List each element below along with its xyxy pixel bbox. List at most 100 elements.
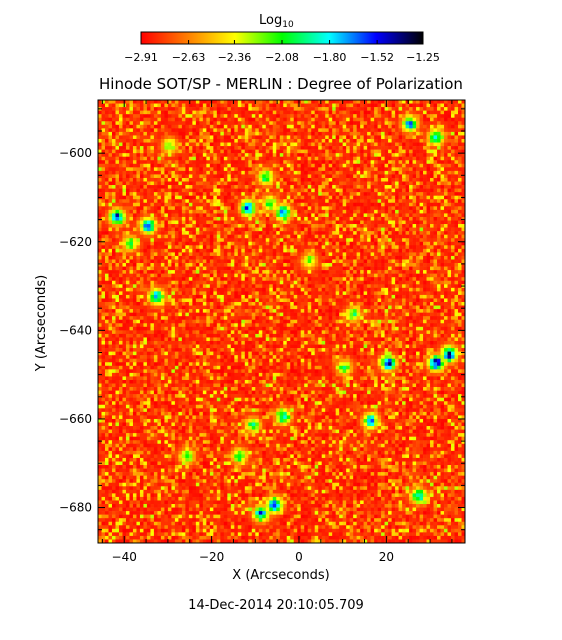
heatmap-cell bbox=[269, 206, 274, 211]
heatmap-cell bbox=[356, 114, 361, 119]
heatmap-cell bbox=[395, 188, 399, 193]
heatmap-cell bbox=[381, 149, 385, 154]
heatmap-cell bbox=[398, 195, 403, 200]
heatmap-cell bbox=[125, 216, 130, 221]
heatmap-cell bbox=[98, 103, 102, 108]
heatmap-cell bbox=[356, 174, 361, 179]
heatmap-cell bbox=[181, 266, 186, 271]
heatmap-cell bbox=[346, 227, 350, 232]
heatmap-cell bbox=[272, 160, 277, 165]
heatmap-cell bbox=[255, 209, 260, 214]
heatmap-cell bbox=[209, 138, 214, 143]
heatmap-cell bbox=[437, 259, 441, 264]
heatmap-cell bbox=[192, 103, 197, 108]
heatmap-cell bbox=[181, 114, 186, 119]
heatmap-cell bbox=[125, 146, 130, 150]
heatmap-cell bbox=[454, 107, 459, 111]
heatmap-cell bbox=[115, 206, 120, 211]
heatmap-cell bbox=[115, 142, 120, 147]
heatmap-cell bbox=[363, 216, 368, 221]
heatmap-cell bbox=[150, 238, 155, 243]
heatmap-cell bbox=[290, 153, 295, 157]
heatmap-cell bbox=[402, 110, 406, 115]
heatmap-cell bbox=[258, 170, 263, 175]
heatmap-cell bbox=[125, 149, 130, 154]
heatmap-cell bbox=[304, 192, 309, 196]
heatmap-cell bbox=[104, 103, 109, 108]
heatmap-cell bbox=[300, 238, 305, 243]
heatmap-cell bbox=[157, 121, 162, 126]
heatmap-cell bbox=[101, 231, 106, 235]
heatmap-cell bbox=[160, 238, 165, 243]
heatmap-cell bbox=[265, 248, 270, 253]
heatmap-cell bbox=[433, 248, 438, 253]
heatmap-cell bbox=[115, 227, 120, 232]
heatmap-cell bbox=[458, 114, 462, 119]
heatmap-cell bbox=[325, 121, 329, 126]
heatmap-cell bbox=[269, 103, 274, 108]
heatmap-cell bbox=[374, 185, 378, 189]
heatmap-cell bbox=[360, 121, 364, 126]
heatmap-cell bbox=[388, 114, 392, 119]
heatmap-cell bbox=[419, 174, 424, 179]
heatmap-cell bbox=[402, 224, 406, 228]
heatmap-cell bbox=[409, 216, 413, 221]
heatmap-cell bbox=[437, 238, 441, 243]
heatmap-cell bbox=[220, 146, 225, 150]
heatmap-cell bbox=[255, 216, 260, 221]
heatmap-cell bbox=[321, 146, 326, 150]
heatmap-cell bbox=[122, 241, 127, 246]
heatmap-cell bbox=[108, 124, 113, 129]
heatmap-cell bbox=[367, 163, 371, 168]
heatmap-cell bbox=[227, 146, 232, 150]
heatmap-cell bbox=[419, 213, 424, 218]
heatmap-cell bbox=[171, 255, 176, 260]
heatmap-cell bbox=[356, 192, 361, 196]
heatmap-cell bbox=[374, 170, 378, 175]
heatmap-cell bbox=[234, 234, 239, 239]
heatmap-cell bbox=[440, 255, 445, 260]
heatmap-cell bbox=[297, 220, 302, 225]
heatmap-cell bbox=[213, 156, 218, 161]
heatmap-cell bbox=[244, 124, 249, 129]
heatmap-cell bbox=[332, 107, 336, 111]
heatmap-cell bbox=[202, 181, 207, 186]
heatmap-cell bbox=[367, 114, 371, 119]
heatmap-cell bbox=[139, 163, 144, 168]
heatmap-cell bbox=[461, 124, 466, 129]
heatmap-cell bbox=[356, 263, 361, 267]
heatmap-cell bbox=[300, 206, 305, 211]
heatmap-cell bbox=[423, 216, 427, 221]
heatmap-cell bbox=[304, 174, 309, 179]
heatmap-cell bbox=[174, 142, 179, 147]
heatmap-cell bbox=[269, 263, 274, 267]
heatmap-cell bbox=[276, 146, 281, 150]
heatmap-cell bbox=[454, 142, 459, 147]
heatmap-cell bbox=[174, 128, 179, 133]
heatmap-cell bbox=[461, 185, 466, 189]
heatmap-cell bbox=[279, 177, 284, 182]
heatmap-cell bbox=[213, 206, 218, 211]
heatmap-cell bbox=[409, 142, 413, 147]
heatmap-cell bbox=[118, 135, 123, 140]
heatmap-cell bbox=[202, 195, 207, 200]
heatmap-cell bbox=[192, 259, 197, 264]
heatmap-cell bbox=[311, 241, 316, 246]
heatmap-cell bbox=[244, 100, 249, 104]
heatmap-cell bbox=[377, 252, 382, 257]
heatmap-cell bbox=[108, 114, 113, 119]
heatmap-cell bbox=[335, 160, 340, 165]
heatmap-cell bbox=[132, 163, 137, 168]
heatmap-cell bbox=[272, 259, 277, 264]
heatmap-cell bbox=[325, 177, 329, 182]
heatmap-cell bbox=[339, 238, 343, 243]
heatmap-cell bbox=[122, 181, 127, 186]
heatmap-cell bbox=[461, 259, 466, 264]
heatmap-cell bbox=[139, 224, 144, 228]
heatmap-cell bbox=[265, 231, 270, 235]
heatmap-cell bbox=[300, 163, 305, 168]
heatmap-cell bbox=[388, 192, 392, 196]
heatmap-cell bbox=[241, 110, 246, 115]
heatmap-cell bbox=[458, 192, 462, 196]
heatmap-cell bbox=[171, 238, 176, 243]
